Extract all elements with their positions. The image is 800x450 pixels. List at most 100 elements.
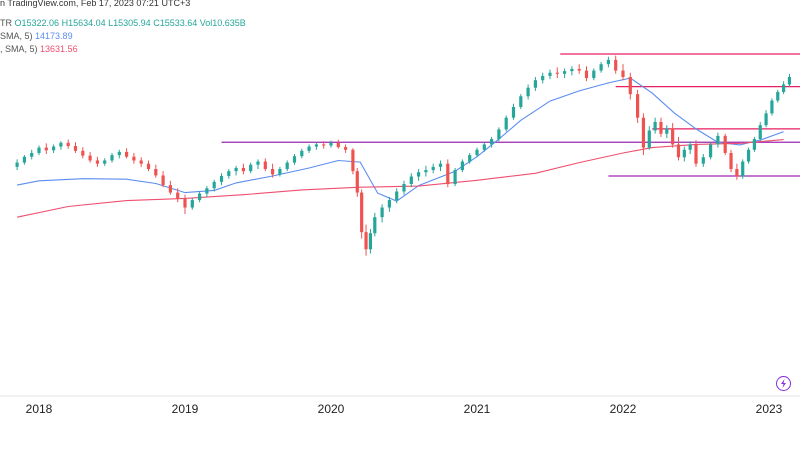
candles bbox=[15, 55, 792, 256]
candle-body-28 bbox=[219, 175, 224, 182]
candle-body-1 bbox=[22, 156, 26, 163]
candle-body-5 bbox=[52, 146, 56, 151]
candle-body-90 bbox=[653, 121, 657, 131]
candle-58 bbox=[424, 165, 428, 177]
candle-body-38 bbox=[292, 156, 297, 163]
candle-body-46 bbox=[351, 149, 355, 172]
candle-body-82 bbox=[599, 64, 603, 71]
candle-13 bbox=[110, 152, 114, 163]
candle-6 bbox=[59, 141, 63, 150]
candle-105 bbox=[746, 147, 751, 164]
candle-body-37 bbox=[285, 162, 289, 170]
candle-94 bbox=[676, 136, 681, 161]
candle-body-70 bbox=[511, 106, 516, 118]
candle-34 bbox=[263, 158, 267, 172]
x-axis-label-2023: 2023 bbox=[756, 402, 783, 416]
tradingview-logo-icon bbox=[776, 376, 791, 391]
candle-20 bbox=[161, 171, 165, 188]
candle-110 bbox=[776, 89, 780, 103]
candle-109 bbox=[770, 98, 774, 116]
candle-68 bbox=[497, 127, 501, 142]
candle-body-101 bbox=[723, 135, 727, 153]
candle-body-71 bbox=[519, 96, 523, 107]
candle-82 bbox=[599, 62, 603, 73]
candle-body-56 bbox=[409, 176, 413, 185]
candle-body-60 bbox=[438, 163, 443, 167]
candle-24 bbox=[190, 197, 194, 210]
candle-49 bbox=[364, 224, 368, 256]
header-source-text: n TradingView.com, Feb 17, 2023 07:21 UT… bbox=[0, 0, 191, 8]
candle-body-22 bbox=[176, 192, 180, 199]
candle-40 bbox=[307, 144, 311, 153]
candle-100 bbox=[716, 132, 720, 148]
candle-body-14 bbox=[117, 151, 121, 156]
candle-95 bbox=[682, 146, 686, 162]
candle-32 bbox=[249, 162, 253, 174]
candle-body-96 bbox=[688, 144, 692, 150]
candle-body-76 bbox=[555, 72, 559, 74]
candle-body-65 bbox=[475, 149, 479, 156]
candle-body-61 bbox=[446, 163, 450, 185]
candle-25 bbox=[198, 191, 202, 203]
candle-93 bbox=[671, 123, 675, 148]
candle-60 bbox=[438, 160, 443, 172]
candle-12 bbox=[103, 158, 107, 166]
ma2-label: , SMA, 5) bbox=[0, 44, 38, 54]
candle-7 bbox=[66, 139, 70, 149]
candle-body-66 bbox=[482, 144, 486, 150]
candle-body-85 bbox=[621, 70, 625, 78]
candle-21 bbox=[168, 180, 172, 195]
candle-body-19 bbox=[154, 169, 158, 176]
header-high: H15634.04 bbox=[61, 18, 106, 28]
candle-body-102 bbox=[729, 152, 733, 170]
candle-5 bbox=[52, 144, 56, 153]
candle-69 bbox=[504, 115, 508, 132]
candle-2 bbox=[30, 149, 34, 160]
candle-61 bbox=[446, 159, 450, 188]
candle-4 bbox=[44, 143, 48, 155]
candle-body-98 bbox=[701, 157, 705, 164]
candle-15 bbox=[125, 148, 129, 159]
candle-57 bbox=[417, 169, 421, 181]
candle-85 bbox=[621, 64, 625, 81]
candle-65 bbox=[475, 147, 479, 158]
candle-body-13 bbox=[110, 155, 114, 161]
ma1-label: SMA, 5) bbox=[0, 31, 33, 41]
moving-averages bbox=[16, 77, 784, 218]
candle-body-49 bbox=[364, 232, 368, 250]
candle-88 bbox=[641, 113, 646, 156]
candle-67 bbox=[490, 136, 494, 148]
candle-50 bbox=[368, 228, 373, 254]
candle-27 bbox=[212, 179, 216, 192]
candle-48 bbox=[360, 189, 364, 239]
candle-body-68 bbox=[497, 129, 501, 140]
candle-19 bbox=[154, 164, 158, 178]
x-axis-label-2018: 2018 bbox=[26, 402, 53, 416]
candle-body-81 bbox=[592, 70, 596, 79]
ma-line-0 bbox=[16, 77, 784, 202]
candle-71 bbox=[519, 94, 523, 110]
candle-97 bbox=[694, 140, 698, 167]
candle-35 bbox=[271, 163, 275, 178]
candle-body-86 bbox=[628, 77, 632, 95]
x-axis-label-2020: 2020 bbox=[318, 402, 345, 416]
candle-83 bbox=[606, 56, 610, 68]
candle-body-75 bbox=[548, 72, 552, 76]
candle-62 bbox=[453, 167, 457, 187]
candle-84 bbox=[614, 55, 618, 74]
candle-body-111 bbox=[782, 84, 786, 92]
candle-body-59 bbox=[431, 166, 435, 171]
candle-body-40 bbox=[307, 146, 311, 151]
candle-63 bbox=[460, 159, 464, 173]
candle-body-18 bbox=[146, 163, 151, 170]
candle-body-105 bbox=[746, 149, 751, 162]
candle-53 bbox=[387, 196, 391, 212]
ma1-value: 14173.89 bbox=[35, 31, 73, 41]
candle-body-47 bbox=[355, 171, 359, 193]
candle-body-72 bbox=[526, 87, 530, 97]
candle-body-108 bbox=[764, 113, 768, 126]
candle-36 bbox=[278, 166, 282, 177]
header-ma2-line: , SMA, 5) 13631.56 bbox=[0, 44, 78, 54]
candle-body-48 bbox=[360, 192, 364, 233]
candle-body-100 bbox=[716, 135, 720, 145]
